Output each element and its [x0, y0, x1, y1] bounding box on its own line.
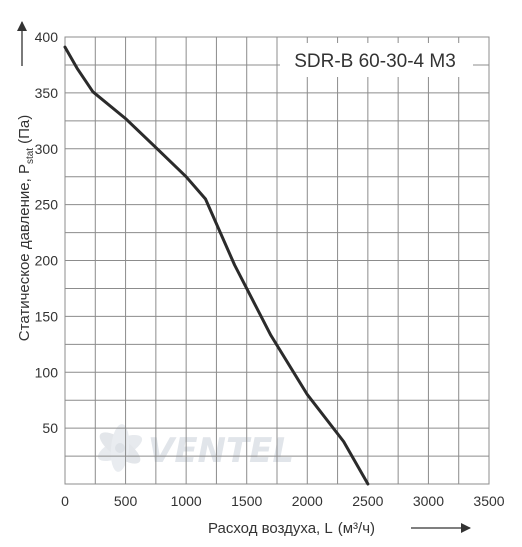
x-tick-label: 1500 — [231, 493, 262, 509]
y-axis-title: Статическое давление, Pstat (Па) — [16, 115, 36, 341]
x-tick-label: 500 — [114, 493, 138, 509]
y-tick-label: 200 — [35, 253, 59, 269]
x-axis-title-main: Расход воздуха, L — [208, 520, 333, 537]
x-tick-label: 0 — [61, 493, 69, 509]
performance-curve — [63, 45, 370, 486]
x-axis-ticks: 0 500 1000 1500 2000 2500 3000 3500 — [61, 493, 505, 509]
y-axis-title-main: Статическое давление, P — [16, 164, 33, 341]
x-axis-title: Расход воздуха, L (м³/ч) — [208, 520, 375, 537]
x-tick-label: 2000 — [292, 493, 323, 509]
y-axis-title-sub: stat — [25, 148, 36, 164]
y-tick-label: 100 — [35, 364, 59, 380]
watermark-logo: VENTEL — [97, 424, 294, 472]
chart-title: SDR-B 60-30-4 M3 — [294, 51, 456, 72]
y-tick-label: 400 — [35, 29, 59, 45]
fan-blade-icon — [97, 424, 143, 472]
x-axis-title-unit: (м³/ч) — [338, 520, 375, 537]
y-axis-ticks: 50 100 150 200 250 300 350 400 — [35, 29, 59, 436]
y-tick-label: 250 — [35, 197, 59, 213]
model-label-box — [280, 43, 473, 77]
y-tick-label: 300 — [35, 141, 59, 157]
y-axis-title-unit: (Па) — [16, 115, 33, 144]
x-tick-label: 1000 — [171, 493, 202, 509]
y-tick-label: 150 — [35, 308, 59, 324]
x-tick-label: 3500 — [473, 493, 504, 509]
x-tick-label: 2500 — [352, 493, 383, 509]
x-tick-label: 3000 — [413, 493, 444, 509]
y-tick-label: 350 — [35, 85, 59, 101]
plot-frame — [64, 36, 490, 485]
watermark-text: VENTEL — [148, 431, 294, 471]
grid — [65, 37, 489, 484]
y-tick-label: 50 — [42, 420, 58, 436]
